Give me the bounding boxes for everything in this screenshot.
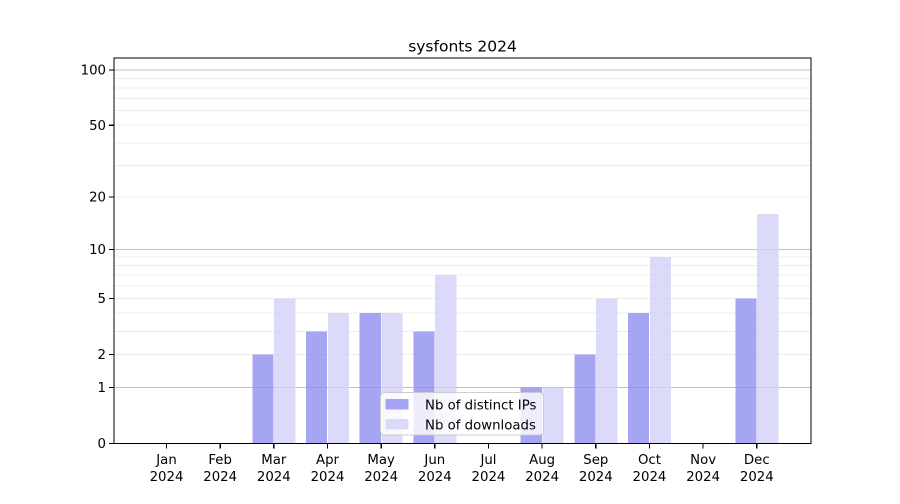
x-tick-year-label: 2024	[686, 470, 720, 485]
y-axis-ticks: 0 1 2 5 10 20 50 100	[81, 64, 114, 452]
x-tick-month-label: Jan	[155, 453, 177, 468]
x-axis-ticks: Jan 2024 Feb 2024 Mar 2024 Apr 2024 May 2024 Jun 20…	[150, 443, 774, 485]
x-tick-month-label: Jul	[479, 453, 496, 468]
bar-nb-of-distinct-ips	[359, 313, 381, 444]
x-tick-month-label: Apr	[316, 453, 340, 468]
legend: Nb of distinct IPs Nb of downloads	[380, 392, 544, 436]
bar-nb-of-distinct-ips	[627, 313, 650, 444]
y-tick-label: 2	[98, 348, 106, 363]
x-tick-year-label: 2024	[418, 470, 452, 485]
x-tick-year-label: 2024	[150, 470, 184, 485]
bar-nb-of-downloads	[757, 214, 779, 444]
x-tick-month-label: Sep	[583, 453, 608, 468]
x-tick-month-label: Aug	[529, 453, 555, 468]
x-tick-year-label: 2024	[525, 470, 559, 485]
y-tick-label: 10	[89, 243, 106, 258]
x-tick-month-label: May	[367, 453, 395, 468]
x-tick-year-label: 2024	[364, 470, 398, 485]
x-tick-year-label: 2024	[203, 470, 237, 485]
legend-box	[380, 392, 544, 436]
plot-area-border	[113, 57, 812, 445]
bar-nb-of-downloads	[327, 313, 349, 444]
x-tick-year-label: 2024	[472, 470, 506, 485]
x-tick-month-label: Mar	[261, 453, 287, 468]
y-tick-label: 0	[98, 437, 106, 452]
legend-label-distinct-ips: Nb of distinct IPs	[425, 399, 537, 414]
x-tick-year-label: 2024	[257, 470, 291, 485]
y-tick-label: 100	[81, 64, 106, 79]
x-tick-month-label: Dec	[744, 453, 770, 468]
bar-nb-of-distinct-ips	[574, 354, 596, 444]
x-tick-month-label: Jun	[423, 453, 445, 468]
legend-label-downloads: Nb of downloads	[425, 419, 536, 434]
plot-frame	[113, 57, 812, 445]
bar-nb-of-downloads	[649, 257, 671, 444]
chart-title: sysfonts 2024	[408, 38, 517, 56]
y-tick-label: 50	[89, 119, 106, 134]
x-tick-year-label: 2024	[579, 470, 613, 485]
bar-nb-of-distinct-ips	[252, 354, 274, 444]
bar-nb-of-downloads	[596, 298, 618, 444]
gridlines	[114, 69, 811, 388]
bar-nb-of-distinct-ips	[735, 298, 757, 444]
x-tick-month-label: Nov	[690, 453, 716, 468]
x-tick-year-label: 2024	[633, 470, 667, 485]
y-tick-label: 20	[89, 191, 106, 206]
bar-nb-of-downloads	[274, 298, 296, 444]
legend-swatch-distinct-ips	[385, 399, 409, 410]
y-tick-label: 5	[98, 292, 106, 307]
x-tick-year-label: 2024	[740, 470, 774, 485]
x-tick-month-label: Oct	[638, 453, 661, 468]
bar-nb-of-downloads	[542, 387, 564, 444]
x-tick-year-label: 2024	[311, 470, 345, 485]
y-tick-label: 1	[98, 381, 106, 396]
x-tick-month-label: Feb	[208, 453, 232, 468]
legend-swatch-downloads	[385, 419, 409, 430]
bar-nb-of-distinct-ips	[305, 331, 328, 444]
